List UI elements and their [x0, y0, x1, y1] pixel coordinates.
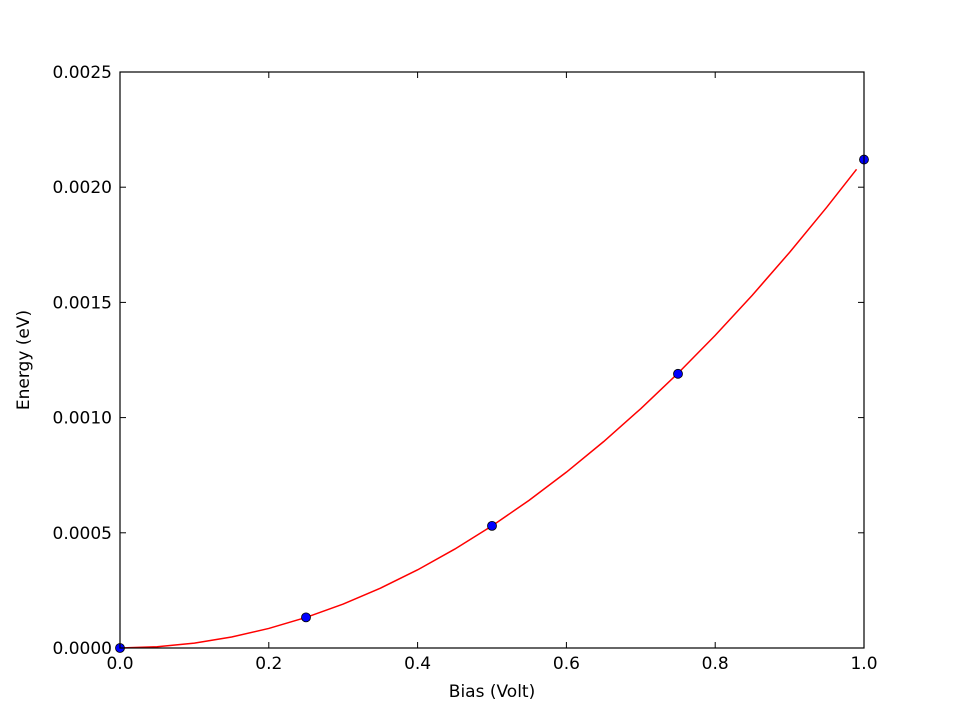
y-tick-label: 0.0015: [53, 293, 112, 313]
data-point: [301, 612, 311, 623]
y-tick-label: 0.0000: [53, 639, 112, 659]
x-axis-label: Bias (Volt): [449, 682, 535, 702]
x-tick-label: 0.0: [106, 654, 133, 674]
x-tick-label: 0.4: [404, 654, 431, 674]
plot-area: [119, 71, 865, 649]
x-tick-label: 0.2: [255, 654, 282, 674]
x-tick-label: 0.8: [702, 654, 729, 674]
fit-curve: [119, 168, 858, 649]
y-tick-label: 0.0010: [53, 409, 112, 429]
x-tick-label: 1.0: [850, 654, 877, 674]
y-axis-label: Energy (eV): [14, 310, 34, 410]
x-tick-label: 0.6: [553, 654, 580, 674]
data-point: [487, 520, 497, 531]
y-tick-label: 0.0020: [53, 178, 112, 198]
y-tick-label: 0.0025: [53, 63, 112, 83]
data-point: [673, 368, 683, 379]
y-tick-label: 0.0005: [53, 524, 112, 544]
